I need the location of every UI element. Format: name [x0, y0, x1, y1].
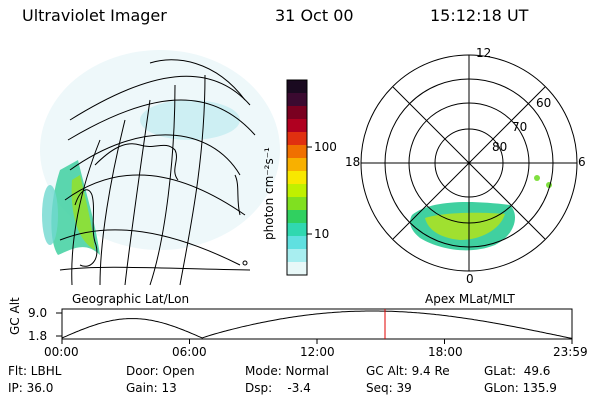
altitude-y-tick: 9.0 [28, 306, 48, 320]
colorbar-segment [287, 171, 307, 185]
mlt-label-0: 0 [466, 272, 474, 286]
info-dsp: Dsp: -3.4 [245, 381, 311, 395]
coastline [74, 143, 248, 267]
colorbar-segment [287, 197, 307, 211]
colorbar-segment [287, 223, 307, 237]
polar-aurora-core [425, 212, 505, 240]
colorbar-segment [287, 106, 307, 120]
instrument-title: Ultraviolet Imager [22, 6, 167, 25]
info-flt: Flt: LBHL [8, 364, 62, 378]
aurora-core [71, 175, 95, 250]
info-gc-alt: GC Alt: 9.4 Re [366, 364, 450, 378]
altitude-x-tick: 23:59 [553, 345, 588, 359]
colorbar-segment [287, 236, 307, 250]
geographic-caption: Geographic Lat/Lon [72, 292, 190, 306]
colorbar-tick: 100 [314, 140, 337, 154]
colorbar-segment [287, 132, 307, 146]
lat-label-70: 70 [512, 120, 528, 134]
altitude-x-tick: 12:00 [300, 345, 335, 359]
date-label: 31 Oct 00 [275, 6, 354, 25]
colorbar-segment [287, 262, 307, 276]
colorbar-segment [287, 249, 307, 263]
altitude-y-tick: 1.8 [28, 329, 48, 343]
info-mode: Mode: Normal [245, 364, 329, 378]
info-glat: GLat: 49.6 [484, 364, 551, 378]
mlt-label-6: 6 [578, 155, 586, 169]
map-haze [140, 100, 240, 140]
info-glon: GLon: 135.9 [484, 381, 557, 395]
map-haze [40, 50, 280, 250]
colorbar-segment [287, 80, 307, 94]
lat-label-60: 60 [536, 96, 552, 110]
info-door: Door: Open [126, 364, 195, 378]
time-label: 15:12:18 UT [430, 6, 529, 25]
altitude-x-tick: 18:00 [428, 345, 463, 359]
info-gain: Gain: 13 [126, 381, 177, 395]
colorbar-segment [287, 210, 307, 224]
lat-label-80: 80 [492, 140, 508, 154]
colorbar-tick: 10 [314, 227, 330, 241]
aurora-band [42, 185, 58, 245]
colorbar-segment [287, 93, 307, 107]
info-ip: IP: 36.0 [8, 381, 54, 395]
info-seq: Seq: 39 [366, 381, 412, 395]
apex-caption: Apex MLat/MLT [425, 292, 515, 306]
altitude-x-tick: 06:00 [172, 345, 207, 359]
colorbar-segment [287, 119, 307, 133]
altitude-axis-label: GC Alt [8, 297, 22, 335]
colorbar-segment [287, 158, 307, 172]
altitude-x-tick: 00:00 [44, 345, 79, 359]
mlt-label-18: 18 [345, 155, 361, 169]
colorbar-segment [287, 184, 307, 198]
map-grid [59, 59, 256, 286]
mlt-label-12: 12 [476, 46, 492, 60]
altitude-curve [61, 310, 573, 339]
colorbar-segment [287, 145, 307, 159]
polar-diagonal [392, 86, 546, 240]
